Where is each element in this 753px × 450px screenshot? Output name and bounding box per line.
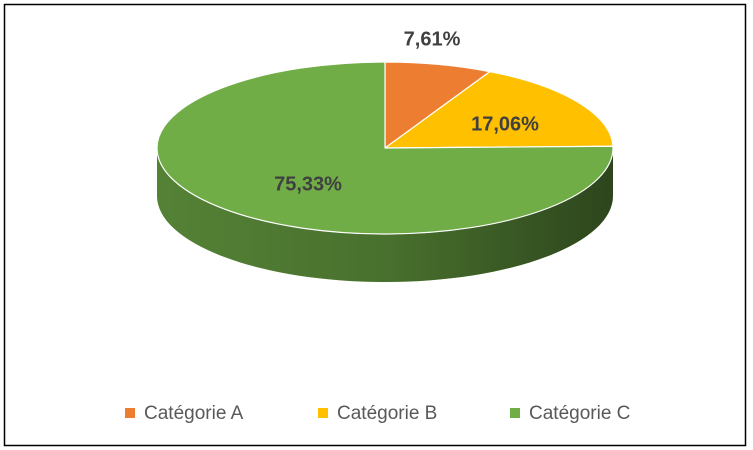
data-label: 7,61%: [404, 28, 461, 50]
legend-label: Catégorie C: [529, 403, 630, 424]
pie-side-shade: [157, 148, 613, 282]
pie-slice: [384, 61, 491, 149]
data-label: 75,33%: [274, 173, 342, 195]
legend-swatch: [510, 408, 520, 418]
pie-slice: [156, 61, 614, 235]
legend-label: Catégorie A: [144, 403, 244, 424]
data-label: 17,06%: [471, 113, 539, 135]
pie-slice: [384, 71, 614, 149]
legend-swatch: [125, 408, 135, 418]
legend-label: Catégorie B: [337, 403, 437, 424]
legend-swatch: [318, 408, 328, 418]
